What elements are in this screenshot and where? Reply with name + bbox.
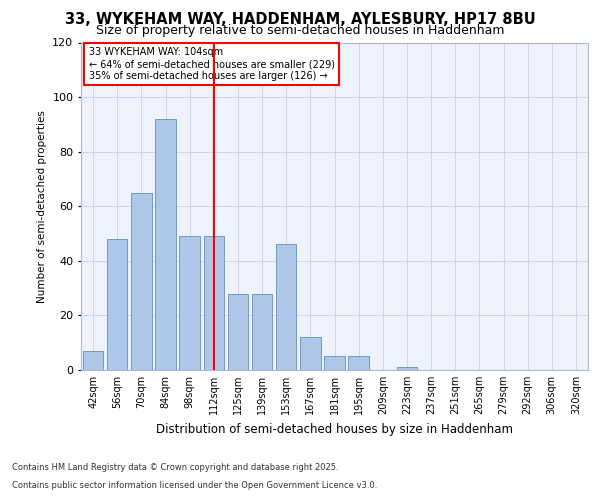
Bar xyxy=(349,356,369,370)
Bar xyxy=(131,192,152,370)
Text: Contains HM Land Registry data © Crown copyright and database right 2025.: Contains HM Land Registry data © Crown c… xyxy=(12,464,338,472)
Text: 33 WYKEHAM WAY: 104sqm
← 64% of semi-detached houses are smaller (229)
35% of se: 33 WYKEHAM WAY: 104sqm ← 64% of semi-det… xyxy=(89,48,335,80)
Bar xyxy=(179,236,200,370)
Bar xyxy=(155,119,176,370)
Bar xyxy=(107,239,127,370)
Y-axis label: Number of semi-detached properties: Number of semi-detached properties xyxy=(37,110,47,302)
X-axis label: Distribution of semi-detached houses by size in Haddenham: Distribution of semi-detached houses by … xyxy=(156,422,513,436)
Bar xyxy=(276,244,296,370)
Bar xyxy=(227,294,248,370)
Bar xyxy=(324,356,345,370)
Bar xyxy=(83,351,103,370)
Bar xyxy=(203,236,224,370)
Text: Contains public sector information licensed under the Open Government Licence v3: Contains public sector information licen… xyxy=(12,481,377,490)
Bar xyxy=(252,294,272,370)
Text: 33, WYKEHAM WAY, HADDENHAM, AYLESBURY, HP17 8BU: 33, WYKEHAM WAY, HADDENHAM, AYLESBURY, H… xyxy=(65,12,535,28)
Bar xyxy=(397,368,417,370)
Text: Size of property relative to semi-detached houses in Haddenham: Size of property relative to semi-detach… xyxy=(96,24,504,37)
Bar xyxy=(300,337,320,370)
